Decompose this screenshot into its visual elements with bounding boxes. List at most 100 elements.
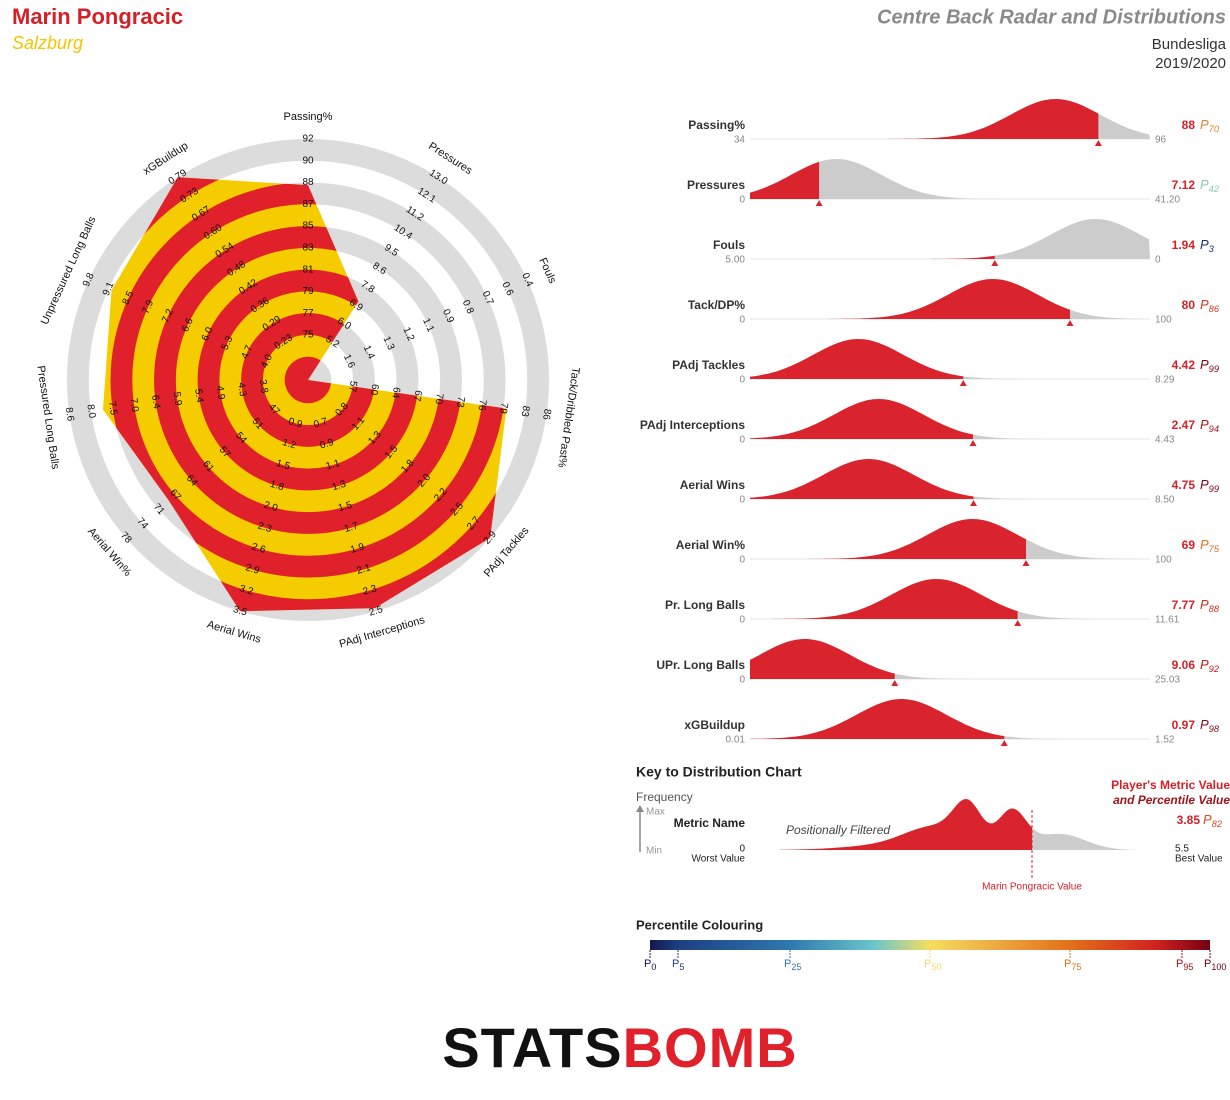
colour-tick-label: P0 — [644, 958, 656, 972]
percentile-symbol: P — [1200, 537, 1209, 552]
radar-tick-label: 3.5 — [232, 604, 249, 619]
min-label: 0 — [739, 195, 745, 206]
radar-tick-label: 64 — [389, 386, 402, 399]
colour-tick-label: P75 — [1064, 958, 1081, 972]
percentile-value: 94 — [1209, 424, 1219, 434]
colour-tick-label: P5 — [672, 958, 684, 972]
distribution-below — [963, 376, 1150, 379]
percentile-value: 75 — [1209, 544, 1220, 554]
radar-tick-label: 1.2 — [281, 437, 298, 452]
radar-tick-label: 6.4 — [149, 394, 162, 410]
distribution-below — [1017, 611, 1150, 619]
min-label: 0 — [739, 675, 745, 686]
radar-tick-label: 1.8 — [269, 479, 286, 494]
metric-name: Passing% — [688, 118, 745, 132]
radar-tick-label: 81 — [302, 264, 314, 275]
metric-name: xGBuildup — [684, 718, 745, 732]
radar-axis-label: Fouls — [536, 256, 558, 286]
radar-tick-label: 2.3 — [256, 521, 273, 536]
max-label: 25.03 — [1155, 675, 1180, 686]
value-marker — [959, 380, 967, 386]
value-marker — [1022, 560, 1030, 566]
metric-name: Pr. Long Balls — [665, 598, 745, 612]
min-label: 0 — [739, 555, 745, 566]
value-marker — [1014, 620, 1022, 626]
radar-tick-label: 1.7 — [343, 520, 360, 535]
radar-tick-label: 0.6 — [499, 280, 515, 298]
radar-tick-label: 79 — [497, 402, 510, 415]
percentile-value: 75 — [1071, 962, 1081, 972]
value-marker — [991, 260, 999, 266]
radar-tick-label: 77 — [302, 308, 314, 319]
percentile-symbol: P — [1203, 812, 1212, 827]
colour-tick-label: P50 — [924, 958, 941, 972]
league: Bundesliga — [1152, 36, 1227, 53]
max-label: 96 — [1155, 135, 1167, 146]
key-value: 3.85 — [1177, 813, 1201, 827]
key-best: 5.5 — [1175, 844, 1189, 855]
max-label: 8.50 — [1155, 495, 1175, 506]
percentile-value: 98 — [1209, 724, 1220, 734]
radar-bg-ring — [66, 138, 550, 622]
distribution-above — [750, 459, 974, 499]
radar-tick-label: 57 — [346, 380, 359, 393]
distribution-above — [750, 639, 895, 679]
percentile-value: 86 — [1209, 304, 1220, 314]
percentile-value: 82 — [1212, 819, 1223, 829]
distribution-below — [1098, 113, 1150, 139]
metric-name: Fouls — [713, 238, 745, 252]
metric-value: 7.77 — [1172, 598, 1196, 612]
key-worst: 0 — [739, 844, 745, 855]
radar-tick-label: 0.8 — [460, 298, 476, 316]
metric-value: 69 — [1182, 538, 1196, 552]
percentile-value: 3 — [1209, 244, 1215, 254]
percentile-label: P75 — [1200, 537, 1220, 554]
percentile-symbol: P — [784, 958, 791, 970]
percentile-label: P99 — [1200, 477, 1219, 494]
key-metric-name: Metric Name — [674, 816, 746, 830]
percentile-value: 50 — [931, 962, 941, 972]
season: 2019/2020 — [1155, 55, 1226, 72]
key-title: Key to Distribution Chart — [636, 764, 802, 780]
player-name: Marin Pongracic — [12, 4, 183, 29]
radar-tick-label: 5.3 — [220, 334, 236, 352]
distribution-below — [1070, 309, 1150, 319]
radar-tick-label: 92 — [302, 134, 314, 145]
percentile-value: 42 — [1209, 184, 1220, 194]
radar-axis-label: Passing% — [284, 111, 333, 123]
percentile-value: 70 — [1209, 124, 1220, 134]
radar-tick-label: 2.0 — [263, 500, 280, 515]
min-label: 0 — [739, 615, 745, 626]
radar-tick-label: 7.5 — [106, 400, 119, 416]
distribution-above — [750, 279, 1070, 319]
percentile-value: 88 — [1209, 604, 1220, 614]
percentile-value: 0 — [651, 962, 656, 972]
radar-tick-label: 2.5 — [368, 604, 385, 619]
radar-tick-label: 7.2 — [160, 307, 176, 325]
radar-tick-label: 0.7 — [480, 289, 496, 307]
radar-tick-label: 0.7 — [313, 416, 330, 431]
radar-tick-label: 76 — [475, 399, 488, 412]
min-label: 0 — [739, 375, 745, 386]
radar-tick-label: 1.1 — [420, 317, 436, 335]
radar-tick-label: 85 — [302, 221, 314, 232]
metric-value: 4.42 — [1172, 358, 1196, 372]
distribution-below — [1026, 539, 1150, 559]
metric-value: 7.12 — [1172, 178, 1196, 192]
key-distribution-above — [780, 798, 1032, 850]
value-marker — [970, 500, 978, 506]
metric-value: 80 — [1182, 298, 1196, 312]
percentile-label: P70 — [1200, 117, 1220, 134]
radar-tick-label: 7.9 — [140, 298, 156, 316]
min-label: 0 — [739, 495, 745, 506]
frequency-arrow-head — [636, 805, 644, 812]
percentile-symbol: P — [1200, 717, 1209, 732]
metric-value: 2.47 — [1172, 418, 1196, 432]
metric-name: Aerial Wins — [680, 478, 746, 492]
radar-tick-label: 90 — [302, 155, 314, 166]
colour-tick-label: P95 — [1176, 958, 1193, 972]
radar-tick-label: 8.6 — [63, 407, 76, 423]
percentile-value: 5 — [679, 962, 684, 972]
radar-tick-label: 0.9 — [440, 308, 456, 326]
percentile-value: 99 — [1209, 364, 1219, 374]
